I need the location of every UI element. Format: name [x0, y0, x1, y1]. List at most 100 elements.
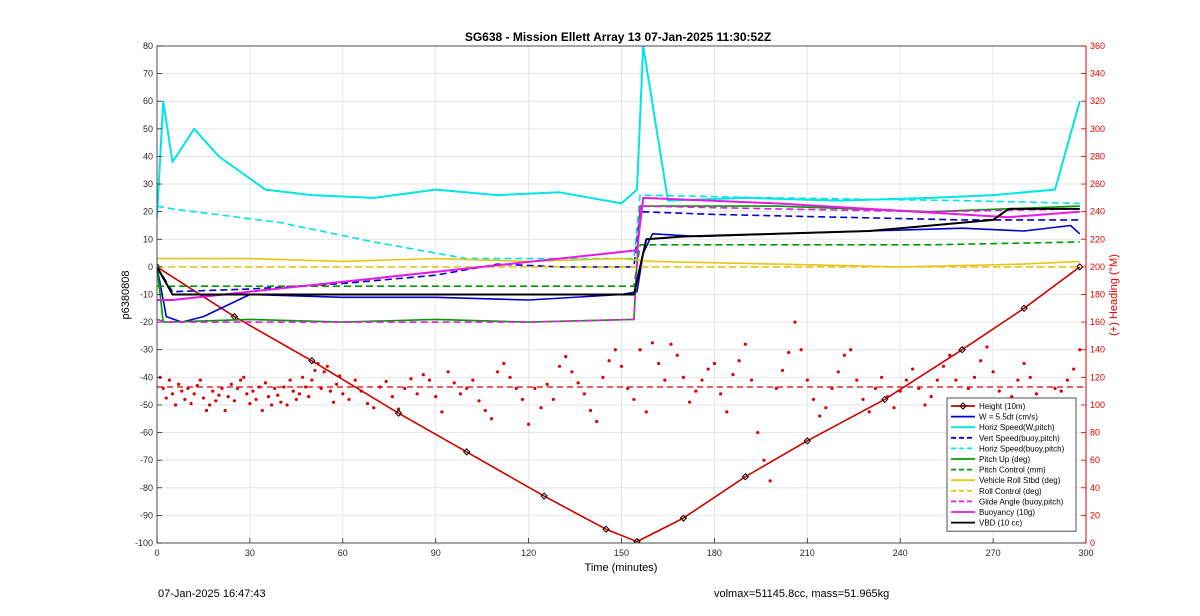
- y-tick-label: -40: [140, 372, 153, 382]
- heading-point: [991, 370, 995, 374]
- heading-point: [208, 403, 212, 407]
- heading-point: [390, 395, 394, 399]
- heading-point: [849, 348, 853, 352]
- heading-point: [180, 389, 184, 393]
- y2-tick-label: 300: [1090, 124, 1105, 134]
- heading-point: [1016, 378, 1020, 382]
- y2-tick-label: 360: [1090, 41, 1105, 51]
- heading-point: [842, 353, 847, 357]
- heading-point: [923, 403, 927, 407]
- heading-point: [1053, 386, 1057, 390]
- heading-point: [409, 377, 413, 381]
- chart-title: SG638 - Mission Ellett Array 13 07-Jan-2…: [465, 30, 771, 44]
- height-marker: [958, 346, 966, 354]
- heading-point: [904, 378, 908, 382]
- legend-entry: Pitch Control (mm): [979, 466, 1046, 475]
- legend-marker: [959, 402, 967, 410]
- heading-point: [768, 479, 772, 483]
- legend-entry: Horiz Speed(W,pitch): [979, 423, 1055, 432]
- heading-point: [787, 350, 791, 355]
- heading-point: [242, 375, 246, 379]
- legend-entry: Height (10m): [979, 402, 1026, 411]
- series-line-w-5-5dt-cm-s: [157, 224, 1081, 323]
- x-tick-label: 210: [800, 548, 815, 558]
- x-tick-label: 180: [707, 548, 722, 558]
- heading-point: [415, 392, 419, 396]
- heading-point: [1072, 367, 1076, 371]
- y-tick-label: -90: [140, 510, 153, 520]
- heading-point: [325, 364, 329, 368]
- heading-point: [313, 368, 317, 373]
- heading-point: [331, 400, 336, 404]
- heading-point: [818, 414, 822, 418]
- height-marker: [602, 525, 610, 533]
- heading-point: [328, 389, 333, 393]
- heading-point: [239, 378, 243, 382]
- footer-timestamp: 07-Jan-2025 16:47:43: [158, 588, 266, 600]
- y-tick-label: 10: [143, 234, 153, 244]
- heading-point: [440, 410, 444, 414]
- heading-point: [520, 397, 525, 402]
- axes-layer: 0 30 60 90 120 150 180 210 240 270 300-100-90-80-7…: [135, 41, 1105, 558]
- heading-point: [251, 389, 255, 393]
- heading-point: [619, 364, 624, 368]
- y2-tick-label: 120: [1090, 372, 1105, 382]
- heading-point: [545, 382, 549, 386]
- heading-point: [675, 353, 679, 357]
- x-tick-label: 120: [521, 548, 536, 558]
- heading-point: [780, 368, 785, 373]
- heading-point: [935, 378, 939, 382]
- heading-point: [477, 399, 481, 403]
- heading-point: [427, 378, 432, 382]
- heading-point: [1059, 389, 1063, 393]
- height-marker: [230, 312, 239, 321]
- y-axis-label: p6380808: [120, 271, 132, 320]
- y2-axis-label: (+) Heading (°M): [1108, 254, 1120, 336]
- y2-tick-label: 260: [1090, 179, 1105, 189]
- y2-tick-label: 180: [1090, 290, 1105, 300]
- heading-point: [458, 392, 463, 396]
- heading-point: [341, 392, 345, 396]
- heading-point: [669, 342, 673, 346]
- heading-point: [749, 378, 754, 382]
- y2-tick-label: 320: [1090, 96, 1105, 106]
- heading-point: [712, 361, 717, 366]
- y2-tick-label: 40: [1090, 483, 1100, 493]
- height-marker: [462, 448, 471, 456]
- heading-point: [799, 348, 803, 352]
- heading-point: [273, 386, 277, 390]
- heading-point: [276, 393, 280, 397]
- series-layer: [157, 46, 1086, 543]
- heading-point: [508, 375, 512, 379]
- heading-point: [434, 395, 438, 399]
- y2-tick-label: 160: [1090, 317, 1105, 327]
- heading-point: [204, 408, 209, 413]
- heading-point: [248, 401, 252, 406]
- heading-point: [164, 396, 168, 400]
- heading-point: [650, 341, 655, 345]
- y-tick-label: 40: [143, 151, 153, 161]
- heading-point: [285, 403, 289, 407]
- legend-entry: Roll Control (deg): [979, 487, 1042, 496]
- heading-point: [873, 386, 878, 390]
- x-tick-label: 150: [614, 548, 629, 558]
- heading-point: [1034, 392, 1039, 396]
- heading-point: [570, 370, 574, 374]
- heading-point: [582, 392, 586, 396]
- y-tick-label: -60: [140, 428, 153, 438]
- legend-entry: Horiz Speed(buoy,pitch): [979, 444, 1065, 453]
- legend-entry: Pitch Up (deg): [979, 455, 1030, 464]
- heading-point: [173, 403, 178, 407]
- y2-tick-label: 240: [1090, 207, 1105, 217]
- series-line-pitch-control-mm: [157, 241, 1080, 288]
- legend-box: [946, 397, 1077, 532]
- y2-tick-label: 60: [1090, 455, 1100, 465]
- series-line-vert-speed-buoy-pitch: [157, 210, 1080, 293]
- heading-point: [824, 406, 828, 410]
- heading-point: [718, 392, 723, 396]
- height-marker: [1020, 304, 1028, 313]
- heading-point: [997, 389, 1001, 393]
- heading-point: [694, 389, 698, 393]
- heading-point: [226, 395, 230, 399]
